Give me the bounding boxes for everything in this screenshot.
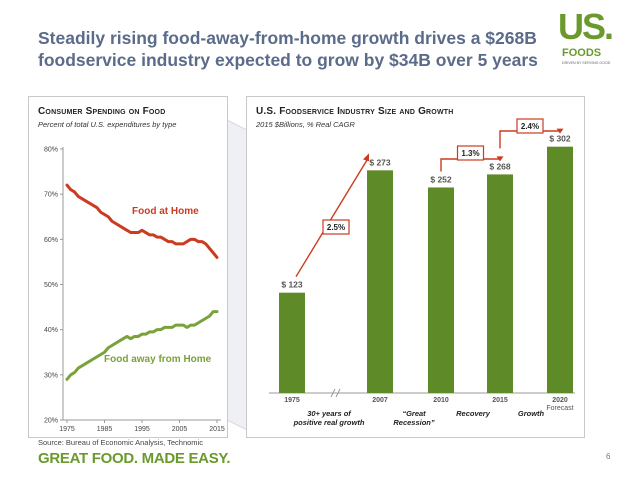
x-category-label: 2007 bbox=[372, 397, 388, 404]
page-number: 6 bbox=[606, 452, 611, 461]
bar-2010 bbox=[428, 187, 454, 393]
foodservice-bar-chart: $ 123 1975 $ 273 2007 $ 252 2010 $ 268 2015 $ 30… bbox=[269, 118, 575, 427]
bar-value-label: $ 273 bbox=[369, 157, 391, 167]
forecast-label: Forecast bbox=[546, 405, 573, 412]
left-y-tick-label: 70% bbox=[44, 192, 58, 199]
bar-value-label: $ 252 bbox=[430, 174, 452, 184]
consumer-spending-line-chart: 20% 30% 40% 50% 60% 70% 80% 1975 1985 1995 2005 201… bbox=[44, 147, 225, 434]
legend-label-food-at-home: Food at Home bbox=[132, 206, 199, 217]
legend-label-food-away-from-home: Food away from Home bbox=[104, 354, 212, 365]
left-x-tick-label: 1975 bbox=[59, 426, 75, 433]
phase-label-line: “Great bbox=[402, 409, 426, 418]
left-y-tick-label: 20% bbox=[44, 418, 58, 425]
arrow-head bbox=[363, 153, 369, 162]
phase-label-line: positive real growth bbox=[293, 418, 365, 427]
source-note: Source: Bureau of Economic Analysis, Tec… bbox=[38, 438, 203, 447]
cagr-badge bbox=[516, 118, 544, 134]
left-y-tick-label: 80% bbox=[44, 147, 58, 154]
left-y-tick-label: 50% bbox=[44, 282, 58, 289]
bar-value-label: $ 268 bbox=[489, 161, 511, 171]
cagr-badge-label: 2.5% bbox=[327, 223, 345, 232]
usfoods-logo: US. FOODS DRIVEN BY SERVING GOOD bbox=[556, 6, 628, 72]
slide-title: Steadily rising food-away-from-home grow… bbox=[38, 28, 538, 70]
phase-label-line: 30+ years of bbox=[307, 409, 352, 418]
x-category-label: 2015 bbox=[492, 397, 508, 404]
axis-break-mark bbox=[330, 388, 336, 398]
left-x-tick-label: 1985 bbox=[97, 426, 113, 433]
bar-2020 bbox=[547, 146, 573, 393]
cagr-badge-label: 2.4% bbox=[521, 122, 539, 131]
left-x-tick-label: 2005 bbox=[172, 426, 188, 433]
phase-label: 30+ years of positive real growth bbox=[293, 409, 365, 427]
arrow-head bbox=[496, 156, 504, 162]
bar-2015 bbox=[487, 174, 513, 393]
phase-label: Recovery bbox=[456, 409, 491, 418]
cagr-arrow-1975-2007 bbox=[295, 157, 369, 278]
x-category-label: 2020 bbox=[552, 397, 568, 404]
phase-label: “Great Recession” bbox=[393, 409, 435, 427]
bar-value-label: $ 123 bbox=[281, 280, 303, 290]
left-chart-title: Consumer Spending on Food bbox=[38, 106, 166, 117]
left-x-tick-label: 2015 bbox=[209, 426, 225, 433]
bar-value-label: $ 302 bbox=[549, 134, 571, 144]
foodservice-size-panel: U.S. Foodservice Industry Size and Growt… bbox=[246, 96, 585, 438]
cagr-badge bbox=[456, 145, 485, 161]
bar-1975 bbox=[279, 292, 305, 393]
phase-label: Growth bbox=[518, 409, 545, 418]
left-y-tick-label: 40% bbox=[44, 327, 58, 334]
phase-label-line: Recovery bbox=[456, 409, 491, 418]
logo-tagline: DRIVEN BY SERVING GOOD bbox=[562, 61, 611, 65]
phase-label-line: Growth bbox=[518, 409, 545, 418]
bar-2007 bbox=[367, 170, 393, 393]
arrow-head bbox=[556, 128, 564, 134]
line-series-food-away-from-home bbox=[65, 310, 219, 381]
left-y-tick-label: 60% bbox=[44, 237, 58, 244]
x-category-label: 1975 bbox=[284, 397, 300, 404]
left-chart-subtitle: Percent of total U.S. expenditures by ty… bbox=[38, 120, 177, 129]
cagr-badge bbox=[322, 219, 350, 235]
left-y-tick-label: 30% bbox=[44, 372, 58, 379]
x-category-label: 2010 bbox=[433, 397, 449, 404]
right-chart-title: U.S. Foodservice Industry Size and Growt… bbox=[256, 106, 454, 117]
line-series-food-at-home bbox=[65, 183, 219, 259]
consumer-spending-panel: Consumer Spending on Food Percent of tot… bbox=[28, 96, 228, 438]
left-x-tick-label: 1995 bbox=[134, 426, 150, 433]
logo-foods-text: FOODS bbox=[562, 47, 602, 59]
slogan: GREAT FOOD. MADE EASY. bbox=[38, 450, 231, 467]
right-chart-subtitle: 2015 $Billions, % Real CAGR bbox=[256, 120, 355, 129]
cagr-badge-label: 1.3% bbox=[461, 149, 479, 158]
axis-break-mark bbox=[335, 388, 341, 398]
phase-label-line: Recession” bbox=[393, 418, 435, 427]
logo-us-text: US. bbox=[558, 6, 614, 47]
